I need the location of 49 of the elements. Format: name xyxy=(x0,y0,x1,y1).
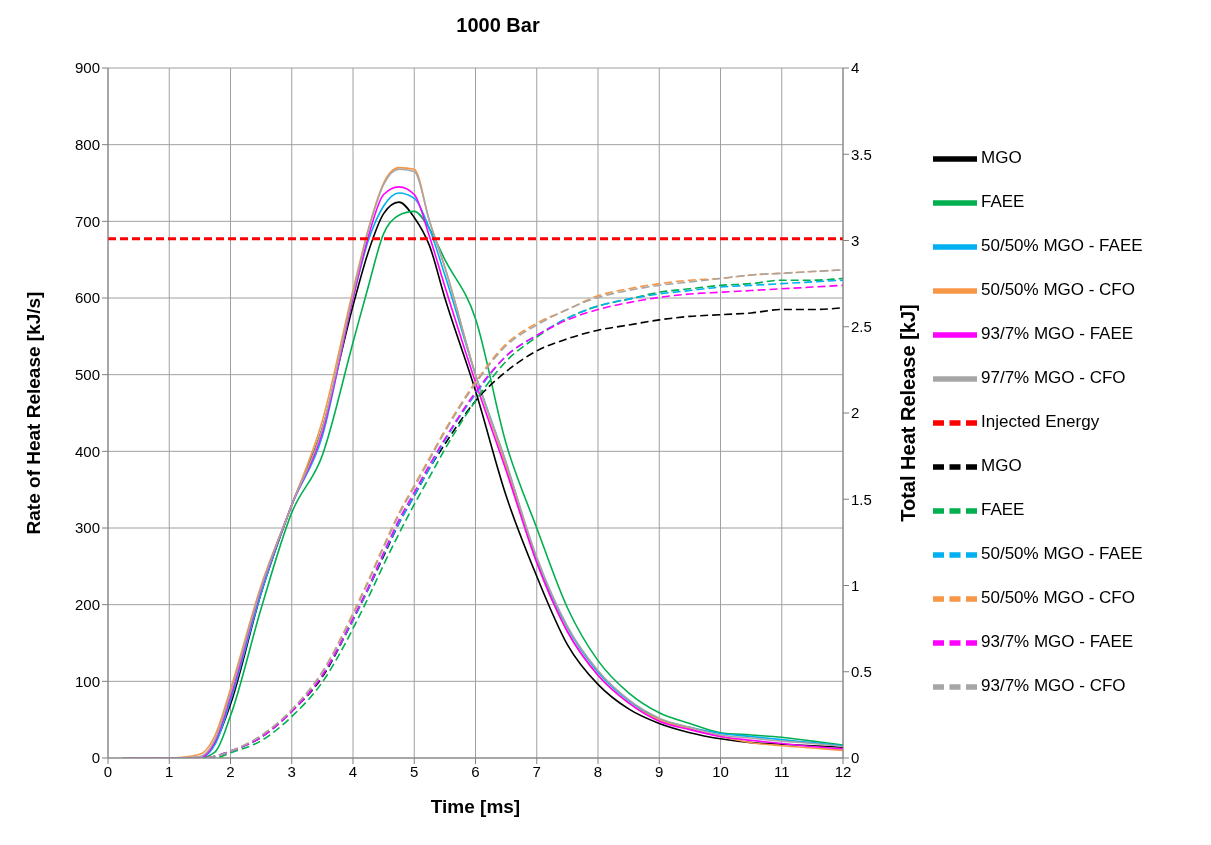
y-tick-label: 0 xyxy=(91,749,100,767)
x-tick-label: 11 xyxy=(773,762,790,780)
y-tick-label: 800 xyxy=(74,135,100,153)
x-tick-label: 3 xyxy=(287,762,296,780)
legend-label: 97/7% MGO - CFO xyxy=(981,368,1126,388)
y-tick-label: 700 xyxy=(74,212,100,230)
y-tick-label: 500 xyxy=(74,365,100,383)
x-tick-label: 10 xyxy=(712,762,729,780)
legend-label: MGO xyxy=(981,456,1022,476)
y2-axis-title: Total Heat Release [kJ] xyxy=(897,304,920,522)
y2-tick-label: 0 xyxy=(851,749,860,767)
y2-tick-label: 1.5 xyxy=(851,490,872,508)
legend-label: Injected Energy xyxy=(981,412,1100,432)
x-tick-label: 5 xyxy=(410,762,419,780)
y-tick-label: 600 xyxy=(74,289,100,307)
y-tick-label: 400 xyxy=(74,442,100,460)
x-tick-label: 7 xyxy=(532,762,541,780)
legend-label: 50/50% MGO - CFO xyxy=(981,588,1135,608)
y2-tick-label: 0.5 xyxy=(851,663,872,681)
y2-tick-label: 3 xyxy=(851,231,860,249)
x-tick-label: 2 xyxy=(226,762,235,780)
y2-tick-label: 1 xyxy=(851,576,860,594)
y2-tick-label: 3.5 xyxy=(851,145,872,163)
legend-label: 93/7% MGO - FAEE xyxy=(981,632,1134,652)
y-tick-label: 200 xyxy=(74,595,100,613)
x-tick-label: 6 xyxy=(471,762,480,780)
legend-label: FAEE xyxy=(981,192,1025,212)
y-tick-label: 100 xyxy=(74,672,100,690)
x-tick-label: 8 xyxy=(593,762,603,780)
y-tick-label: 900 xyxy=(74,59,100,77)
x-tick-label: 9 xyxy=(655,762,664,780)
y2-tick-label: 4 xyxy=(851,59,860,77)
x-tick-label: 1 xyxy=(165,762,174,780)
legend-label: MGO xyxy=(981,148,1022,168)
legend-label: 93/7% MGO - FAEE xyxy=(981,324,1134,344)
legend-label: FAEE xyxy=(981,500,1025,520)
legend-label: 50/50% MGO - FAEE xyxy=(981,544,1143,564)
x-tick-label: 0 xyxy=(103,762,113,780)
x-tick-label: 4 xyxy=(348,762,358,780)
legend-label: 50/50% MGO - FAEE xyxy=(981,236,1143,256)
x-tick-label: 12 xyxy=(834,762,852,780)
x-axis-title: Time [ms] xyxy=(430,796,521,817)
y-tick-label: 300 xyxy=(74,519,100,537)
y2-tick-label: 2 xyxy=(851,404,860,422)
legend-label: 93/7% MGO - CFO xyxy=(981,676,1126,696)
y2-tick-label: 2.5 xyxy=(851,318,872,336)
chart-title: 1000 Bar xyxy=(455,14,541,37)
legend-label: 50/50% MGO - CFO xyxy=(981,280,1135,300)
y-axis-title: Rate of Heat Release [kJ/s] xyxy=(22,291,44,535)
